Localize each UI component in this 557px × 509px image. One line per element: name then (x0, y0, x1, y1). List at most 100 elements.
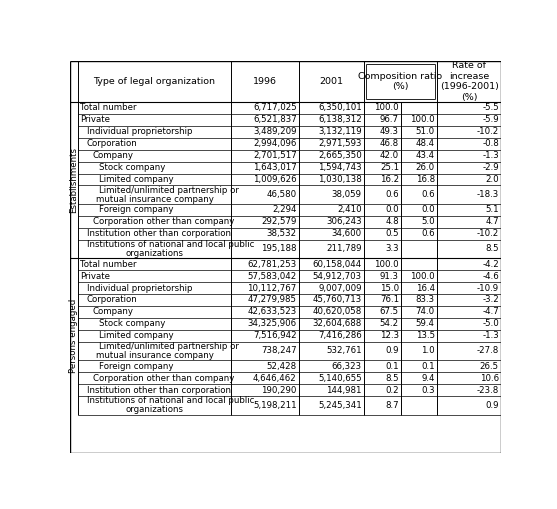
Text: 42.0: 42.0 (380, 151, 399, 160)
Text: -4.6: -4.6 (482, 272, 499, 280)
Text: 0.6: 0.6 (421, 229, 434, 238)
Text: 0.0: 0.0 (385, 206, 399, 214)
Text: 738,247: 738,247 (261, 347, 297, 355)
Text: 5,245,341: 5,245,341 (318, 401, 362, 410)
Text: mutual insurance company: mutual insurance company (96, 195, 213, 204)
Text: 2,971,593: 2,971,593 (318, 139, 362, 148)
Text: 5,140,655: 5,140,655 (318, 374, 362, 383)
Text: 2,294: 2,294 (272, 206, 297, 214)
Text: 12.3: 12.3 (380, 331, 399, 341)
Text: Total number: Total number (80, 260, 137, 269)
Text: -5.9: -5.9 (482, 116, 499, 124)
Text: 2,665,350: 2,665,350 (318, 151, 362, 160)
Text: -27.8: -27.8 (477, 347, 499, 355)
Text: -10.9: -10.9 (477, 284, 499, 293)
Text: -5.0: -5.0 (482, 319, 499, 328)
Text: 16.2: 16.2 (380, 175, 399, 184)
Text: 45,760,713: 45,760,713 (312, 295, 362, 304)
Text: 532,761: 532,761 (326, 347, 362, 355)
Text: 144,981: 144,981 (326, 385, 362, 394)
Text: Company: Company (93, 151, 134, 160)
Text: organizations: organizations (125, 405, 183, 414)
Text: 5.1: 5.1 (485, 206, 499, 214)
Text: 13.5: 13.5 (416, 331, 434, 341)
Text: Limited/unlimited partnership or: Limited/unlimited partnership or (99, 186, 239, 194)
Text: 57,583,042: 57,583,042 (247, 272, 297, 280)
Text: 2,994,096: 2,994,096 (253, 139, 297, 148)
Text: 40,620,058: 40,620,058 (312, 307, 362, 317)
Text: 34,325,906: 34,325,906 (247, 319, 297, 328)
Text: 4.7: 4.7 (485, 217, 499, 227)
Text: 52,428: 52,428 (267, 362, 297, 371)
Text: 4.8: 4.8 (385, 217, 399, 227)
Text: 62,781,253: 62,781,253 (247, 260, 297, 269)
Text: Private: Private (80, 116, 110, 124)
Text: 32,604,688: 32,604,688 (312, 319, 362, 328)
Text: -4.2: -4.2 (482, 260, 499, 269)
Text: 83.3: 83.3 (416, 295, 434, 304)
Text: Corporation: Corporation (87, 139, 138, 148)
Text: 6,521,837: 6,521,837 (253, 116, 297, 124)
Text: 54,912,703: 54,912,703 (312, 272, 362, 280)
Text: 16.4: 16.4 (416, 284, 434, 293)
Text: 26.5: 26.5 (480, 362, 499, 371)
Text: 10.6: 10.6 (480, 374, 499, 383)
Text: 3.3: 3.3 (385, 244, 399, 253)
Text: Foreign company: Foreign company (99, 206, 174, 214)
Text: organizations: organizations (125, 249, 183, 258)
Text: 9,007,009: 9,007,009 (318, 284, 362, 293)
Text: 8.5: 8.5 (485, 244, 499, 253)
Text: Corporation other than company: Corporation other than company (93, 217, 234, 227)
Text: Individual proprietorship: Individual proprietorship (87, 284, 192, 293)
Text: 0.5: 0.5 (385, 229, 399, 238)
Text: 59.4: 59.4 (416, 319, 434, 328)
Text: 2001: 2001 (320, 77, 344, 86)
Text: -1.3: -1.3 (482, 331, 499, 341)
Text: -4.7: -4.7 (482, 307, 499, 317)
Text: 7,416,286: 7,416,286 (318, 331, 362, 341)
Text: 2,410: 2,410 (337, 206, 362, 214)
Text: 96.7: 96.7 (380, 116, 399, 124)
Text: 74.0: 74.0 (416, 307, 434, 317)
Text: 54.2: 54.2 (380, 319, 399, 328)
Text: Limited company: Limited company (99, 331, 174, 341)
Text: 0.2: 0.2 (385, 385, 399, 394)
Text: 46,580: 46,580 (267, 190, 297, 199)
Text: Establishments: Establishments (70, 147, 79, 213)
Text: 38,059: 38,059 (332, 190, 362, 199)
Text: 25.1: 25.1 (380, 163, 399, 172)
Text: 6,138,312: 6,138,312 (318, 116, 362, 124)
Text: 9.4: 9.4 (421, 374, 434, 383)
Text: 100.0: 100.0 (410, 116, 434, 124)
Text: 195,188: 195,188 (261, 244, 297, 253)
Text: 67.5: 67.5 (380, 307, 399, 317)
Text: -18.3: -18.3 (477, 190, 499, 199)
Text: 1.0: 1.0 (421, 347, 434, 355)
Text: mutual insurance company: mutual insurance company (96, 351, 213, 360)
Text: Stock company: Stock company (99, 319, 165, 328)
Text: 2.0: 2.0 (485, 175, 499, 184)
Text: 26.0: 26.0 (416, 163, 434, 172)
Text: Institutions of national and local public: Institutions of national and local publi… (87, 240, 254, 249)
Text: 43.4: 43.4 (416, 151, 434, 160)
Text: Limited/unlimited partnership or: Limited/unlimited partnership or (99, 342, 239, 351)
Text: Type of legal organization: Type of legal organization (94, 77, 216, 86)
Text: 2,701,517: 2,701,517 (253, 151, 297, 160)
Text: 0.9: 0.9 (385, 347, 399, 355)
Text: -1.3: -1.3 (482, 151, 499, 160)
Text: 100.0: 100.0 (374, 260, 399, 269)
Text: 292,579: 292,579 (261, 217, 297, 227)
Text: 3,489,209: 3,489,209 (253, 127, 297, 136)
Text: -0.8: -0.8 (482, 139, 499, 148)
Text: 6,350,101: 6,350,101 (318, 103, 362, 112)
Text: 38,532: 38,532 (267, 229, 297, 238)
Text: 16.8: 16.8 (416, 175, 434, 184)
Text: 5.0: 5.0 (421, 217, 434, 227)
Text: 66,323: 66,323 (331, 362, 362, 371)
Text: -10.2: -10.2 (477, 127, 499, 136)
Text: Foreign company: Foreign company (99, 362, 174, 371)
Text: -3.2: -3.2 (482, 295, 499, 304)
Text: 1996: 1996 (253, 77, 277, 86)
Text: 0.1: 0.1 (385, 362, 399, 371)
Text: 34,600: 34,600 (331, 229, 362, 238)
